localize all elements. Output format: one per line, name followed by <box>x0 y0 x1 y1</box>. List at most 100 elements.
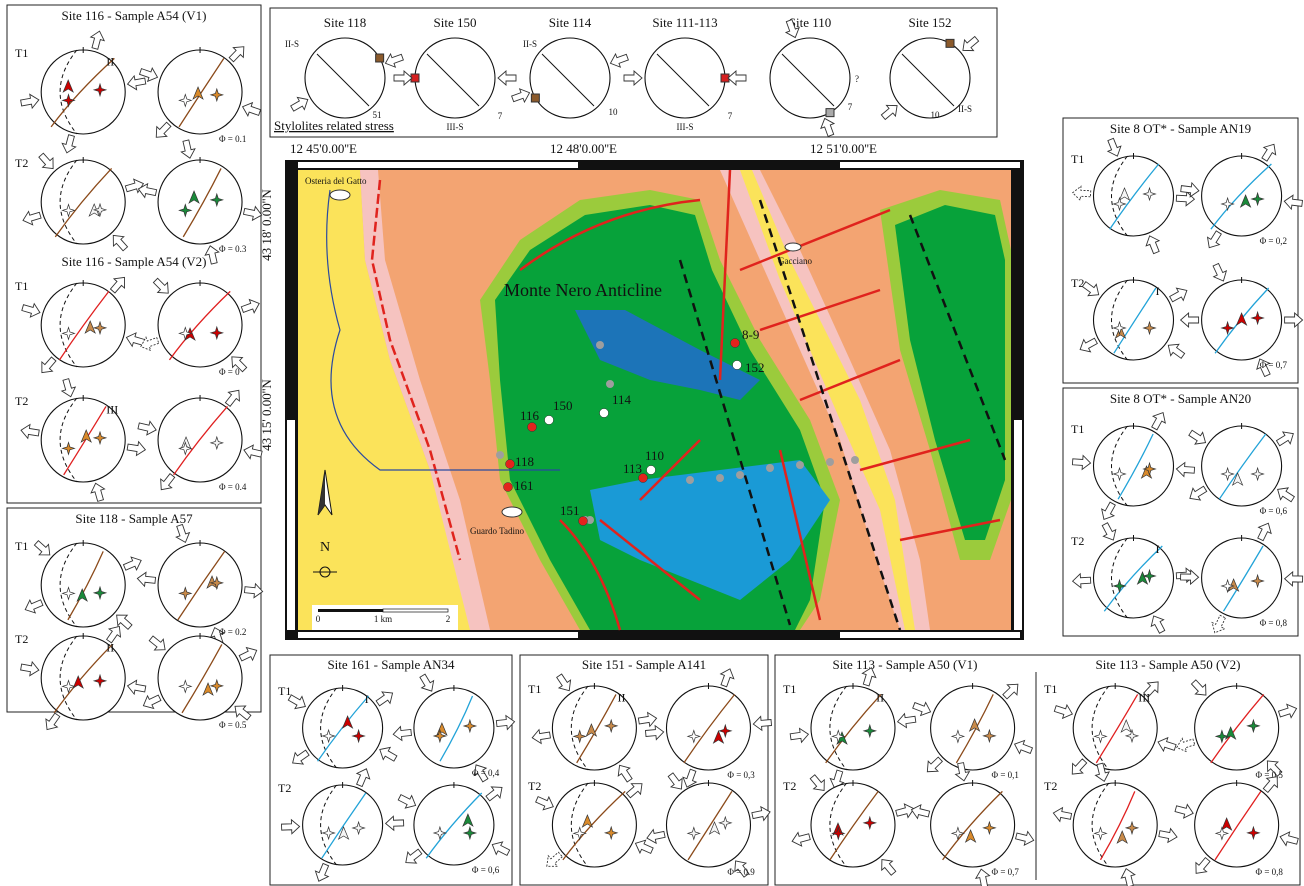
stress-arrow <box>1081 281 1100 297</box>
arrow-shape <box>1101 522 1117 541</box>
stress-axis <box>351 728 366 744</box>
stress-axis <box>712 730 725 744</box>
stress-axis <box>61 679 76 694</box>
stereonet <box>157 159 243 245</box>
stress-axis <box>178 441 193 456</box>
phase-label: T1 <box>278 684 291 698</box>
arrow-shape <box>24 598 44 614</box>
stress-arrow <box>1101 501 1116 520</box>
stress-arrow <box>546 851 563 867</box>
arrow-shape <box>392 725 412 742</box>
site-dot <box>505 459 515 469</box>
stylolite-note: 7 <box>498 111 503 121</box>
site-label: 8-9 <box>742 327 759 342</box>
stress-arrow <box>491 841 511 856</box>
stress-axis <box>686 826 702 841</box>
phi-value: Φ = 0,8 <box>1256 867 1284 877</box>
stress-arrow <box>682 768 698 788</box>
arrow-shape <box>881 858 897 876</box>
arrow-shape <box>105 625 122 644</box>
arrow-shape <box>880 104 898 121</box>
fault-plane <box>1117 433 1154 500</box>
stress-axis <box>62 79 74 93</box>
stress-axis <box>603 718 619 734</box>
arrow-shape <box>1094 762 1110 782</box>
stress-arrow <box>495 714 516 731</box>
stereonet <box>1092 537 1175 619</box>
stress-axis <box>80 429 92 443</box>
stress-axis <box>862 815 878 831</box>
stylolite-plane <box>656 53 710 107</box>
arrow-shape <box>60 378 77 398</box>
arrow-shape <box>609 52 629 68</box>
stereonet <box>1092 279 1175 361</box>
arrow-shape <box>784 19 800 39</box>
stress-arrow <box>1167 343 1186 359</box>
stress-axis <box>1220 466 1235 482</box>
arrow-shape <box>234 705 252 721</box>
stress-axis <box>1220 196 1235 212</box>
stress-axis <box>84 320 96 334</box>
panel-box <box>6 4 262 504</box>
stress-arrow <box>1176 737 1196 753</box>
arrow-shape <box>1013 739 1034 755</box>
phi-value: Φ = 0.2 <box>219 627 246 637</box>
stylolite-pole <box>945 38 955 48</box>
site-name: Site 152 <box>909 15 952 30</box>
arrow-shape <box>1262 776 1278 794</box>
river <box>326 189 560 471</box>
panel-title: Site 161 - Sample AN34 <box>327 657 455 672</box>
stress-axis <box>178 679 193 694</box>
arrow-shape <box>379 746 398 762</box>
map-strip <box>840 162 1020 168</box>
stress-arrow <box>180 139 196 159</box>
stress-axis <box>1239 194 1252 208</box>
arrow-shape <box>1283 194 1303 211</box>
arrow-shape <box>175 523 191 544</box>
stress-axis <box>831 729 846 744</box>
site-label: 152 <box>745 360 765 375</box>
sample-dot <box>766 464 774 472</box>
fault-plane <box>182 168 222 238</box>
fault-plane <box>1214 791 1262 861</box>
unit-green <box>895 205 1005 540</box>
stress-arrow <box>535 795 554 811</box>
stress-arrow <box>556 673 572 692</box>
stress-axis <box>1220 578 1235 594</box>
stress-arrow <box>1275 431 1294 447</box>
stress-axis <box>209 192 224 208</box>
stress-arrow <box>137 420 157 436</box>
fault-plane <box>58 291 110 361</box>
stress-arrow <box>881 858 897 876</box>
fault <box>759 288 881 332</box>
arrow-shape <box>895 803 915 819</box>
arrow-shape <box>180 139 196 159</box>
phase-label: T1 <box>1071 152 1084 166</box>
stress-arrow <box>511 88 531 104</box>
arrow-shape <box>1106 137 1122 157</box>
stress-axis <box>92 202 108 218</box>
arrow-shape <box>89 30 106 50</box>
stress-arrow <box>667 772 683 790</box>
stress-arrow <box>112 234 129 252</box>
panel-box <box>774 654 1301 886</box>
arrow-shape <box>1175 190 1196 207</box>
stress-arrow <box>392 725 412 742</box>
stress-axis <box>1220 320 1235 336</box>
phase-label: T1 <box>783 682 796 696</box>
arrow-shape <box>727 70 747 86</box>
fault <box>559 519 622 631</box>
stress-arrow <box>375 691 394 707</box>
arrow-shape <box>1277 487 1296 503</box>
stress-arrow <box>617 764 633 783</box>
stress-arrow <box>384 52 404 68</box>
stress-arrow <box>140 336 160 352</box>
map-strip <box>298 632 578 638</box>
site-label: 118 <box>515 454 534 469</box>
arrow-shape <box>241 101 262 117</box>
stress-arrow <box>384 815 405 832</box>
fault-plane <box>1095 694 1139 764</box>
bedding-arc <box>59 397 78 483</box>
stereonet <box>769 37 851 119</box>
stress-axis <box>1246 718 1261 734</box>
